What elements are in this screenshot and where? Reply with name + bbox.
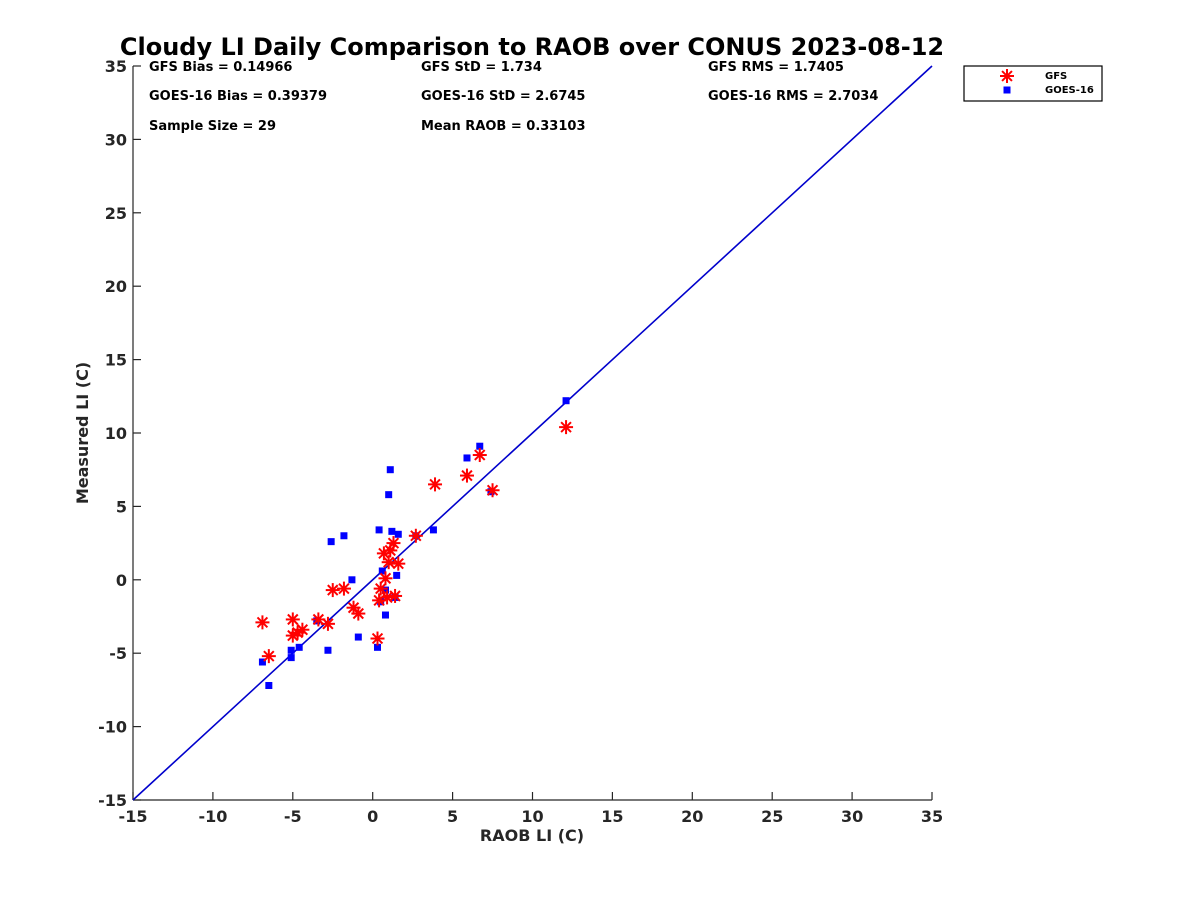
goes-16-point: [373, 643, 381, 651]
gfs-point: [485, 483, 500, 498]
goes-16-point: [295, 643, 303, 651]
goes-square-icon: [1003, 86, 1011, 94]
x-tick-label: 25: [761, 807, 783, 826]
gfs-point: [285, 612, 300, 627]
x-tick-label: 10: [521, 807, 543, 826]
stat-sample-size: Sample Size = 29: [149, 119, 276, 134]
x-tick-label: -5: [284, 807, 302, 826]
y-tick-label: 5: [116, 497, 127, 516]
goes-16-point: [327, 538, 335, 546]
gfs-point: [325, 583, 340, 598]
chart-title: Cloudy LI Daily Comparison to RAOB over …: [120, 33, 944, 61]
x-tick-label: 20: [681, 807, 703, 826]
goes-16-point: [287, 646, 295, 654]
x-tick-label: 0: [367, 807, 378, 826]
stat-goes-rms: GOES-16 RMS = 2.7034: [708, 89, 878, 104]
gfs-point: [373, 581, 388, 596]
gfs-point: [295, 622, 310, 637]
goes-16-point: [340, 532, 348, 540]
stat-mean-raob: Mean RAOB = 0.33103: [421, 119, 586, 134]
legend: GFS GOES-16: [963, 65, 1103, 102]
legend-gfs-marker: [1000, 69, 1014, 83]
goes-16-point: [388, 527, 396, 535]
y-tick-label: 30: [105, 130, 127, 149]
goes-16-point: [393, 571, 401, 579]
plot-area: -15 -10 -5 0 5 10 15 20 25 30 35 -15 -10 -5 0 5 10 15 20 2…: [98, 57, 943, 826]
gfs-point: [428, 477, 443, 492]
y-tick-label: -15: [98, 791, 127, 810]
gfs-point: [459, 468, 474, 483]
x-tick-label: 35: [921, 807, 943, 826]
goes-16-point: [476, 442, 484, 450]
x-tick-label: 5: [447, 807, 458, 826]
gfs-point: [408, 528, 423, 543]
x-tick-label: 30: [841, 807, 863, 826]
stat-goes-std: GOES-16 StD = 2.6745: [421, 89, 585, 104]
legend-label-goes: GOES-16: [1045, 85, 1094, 96]
y-tick-label: 25: [105, 204, 127, 223]
goes-16-point: [386, 466, 394, 474]
goes-16-point: [463, 454, 471, 462]
goes-16-point: [394, 530, 402, 538]
goes-16-point: [381, 611, 389, 619]
goes-16-point: [324, 646, 332, 654]
goes-16-point: [287, 654, 295, 662]
gfs-point: [472, 448, 487, 463]
y-axis-label: Measured LI (C): [73, 362, 92, 504]
gfs-point: [320, 616, 335, 631]
gfs-point: [391, 556, 406, 571]
goes-16-point: [381, 586, 389, 594]
gfs-point: [261, 649, 276, 664]
goes-16-point: [354, 633, 362, 641]
data-markers: [255, 397, 574, 689]
gfs-asterisk-icon: [1000, 69, 1014, 83]
gfs-point: [378, 571, 393, 586]
x-tick-label: 15: [601, 807, 623, 826]
legend-goes-marker: [1003, 86, 1011, 94]
legend-label-gfs: GFS: [1045, 71, 1067, 82]
goes-16-point: [562, 397, 570, 405]
y-tick-label: 35: [105, 57, 127, 76]
stat-gfs-bias: GFS Bias = 0.14966: [149, 60, 292, 75]
goes-16-point: [265, 681, 273, 689]
x-tick-label: -10: [198, 807, 227, 826]
one-to-one-line: [132, 65, 933, 801]
y-ticks: -15 -10 -5 0 5 10 15 20 25 30 35: [98, 57, 141, 810]
gfs-point: [255, 615, 270, 630]
stats-block: GFS Bias = 0.14966 GFS StD = 1.734 GFS R…: [149, 60, 878, 134]
y-tick-label: -5: [109, 644, 127, 663]
y-tick-label: 10: [105, 424, 127, 443]
goes-16-point: [429, 526, 437, 534]
goes-16-point: [348, 576, 356, 584]
goes-16-point: [258, 658, 266, 666]
x-ticks: -15 -10 -5 0 5 10 15 20 25 30 35: [119, 792, 943, 826]
legend-box: [963, 65, 1103, 102]
gfs-point: [370, 631, 385, 646]
x-axis-label: RAOB LI (C): [480, 826, 584, 845]
stat-gfs-rms: GFS RMS = 1.7405: [708, 60, 844, 75]
gfs-point: [381, 555, 396, 570]
goes-16-point: [385, 491, 393, 499]
gfs-point: [559, 420, 574, 435]
y-tick-label: 20: [105, 277, 127, 296]
y-tick-label: 15: [105, 351, 127, 370]
goes-16-point: [378, 567, 386, 575]
stat-gfs-std: GFS StD = 1.734: [421, 60, 542, 75]
goes-16-point: [375, 526, 383, 534]
x-tick-label: -15: [119, 807, 148, 826]
gfs-point: [380, 590, 395, 605]
gfs-point: [336, 581, 351, 596]
y-tick-label: -10: [98, 718, 127, 737]
stat-goes-bias: GOES-16 Bias = 0.39379: [149, 89, 327, 104]
y-tick-label: 0: [116, 571, 127, 590]
gfs-point: [388, 588, 403, 603]
gfs-point: [351, 606, 366, 621]
gfs-point: [386, 536, 401, 551]
